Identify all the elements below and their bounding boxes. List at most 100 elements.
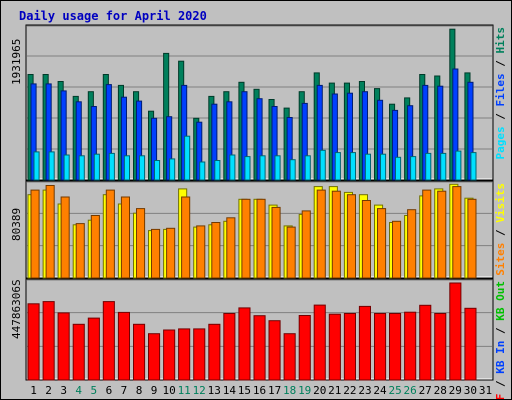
bar-sites-day-22 (346, 194, 356, 279)
bar-kbytes-day-8 (133, 323, 146, 381)
bar-sites-day-17 (271, 206, 281, 279)
bar-kbytes-day-24 (374, 313, 387, 381)
day-label-10: 10 (162, 384, 175, 397)
bar-kbytes-day-1 (27, 303, 40, 381)
bar-sites-day-19 (301, 210, 311, 279)
bar-pages-day-21 (334, 152, 341, 181)
day-label-4: 4 (75, 384, 82, 397)
max-label-visits: 80389 (10, 208, 23, 241)
bar-kbytes-day-26 (404, 311, 417, 381)
bar-pages-day-20 (319, 149, 326, 181)
legend-label-kbytes-0: KB F (494, 394, 507, 399)
legend-label-kbytes-3: / (494, 321, 507, 341)
max-label-kbytes: 44786306S (10, 279, 23, 339)
day-label-23: 23 (358, 384, 371, 397)
bar-sites-day-8 (136, 208, 146, 279)
bar-sites-day-26 (407, 209, 417, 279)
day-label-8: 8 (136, 384, 143, 397)
bar-sites-day-13 (211, 222, 221, 279)
legend-label-hits-files-pages-0: Pages (494, 126, 507, 159)
bar-pages-day-23 (364, 153, 371, 181)
bar-sites-day-29 (452, 186, 462, 279)
bar-sites-day-24 (377, 208, 387, 279)
bar-pages-day-24 (380, 153, 387, 181)
bar-sites-day-16 (256, 198, 266, 279)
bar-pages-day-18 (289, 159, 296, 181)
max-label-hits: 1931965 (10, 39, 23, 85)
bar-sites-day-10 (166, 227, 176, 279)
bar-kbytes-day-15 (238, 307, 251, 381)
bar-sites-day-15 (241, 198, 251, 279)
bar-sites-day-18 (286, 226, 296, 279)
bar-sites-day-27 (422, 189, 432, 279)
day-label-6: 6 (106, 384, 113, 397)
bar-kbytes-day-29 (449, 282, 462, 381)
day-label-30: 30 (464, 384, 477, 397)
legend-label-hits-files-pages-2: Files (494, 73, 507, 106)
legend-label-visits-sites-2: Visits (494, 183, 507, 223)
legend-kbytes: KB F / KB In / KB Out (494, 281, 507, 399)
day-label-12: 12 (193, 384, 206, 397)
bar-sites-day-30 (467, 198, 477, 279)
bar-sites-day-7 (120, 196, 131, 279)
bar-sites-day-20 (316, 189, 326, 279)
bar-sites-day-3 (60, 196, 70, 279)
legend-label-kbytes-1: / (494, 374, 507, 394)
day-label-29: 29 (449, 384, 462, 397)
bar-kbytes-day-7 (117, 311, 131, 381)
bar-kbytes-day-11 (178, 328, 191, 381)
bar-pages-day-4 (78, 155, 85, 181)
day-label-28: 28 (434, 384, 447, 397)
day-label-17: 17 (268, 384, 281, 397)
bar-pages-day-1 (33, 151, 40, 181)
bar-pages-day-17 (274, 155, 281, 181)
day-label-15: 15 (238, 384, 251, 397)
bar-sites-day-2 (45, 185, 55, 279)
bar-kbytes-day-4 (72, 323, 85, 381)
bar-pages-day-14 (229, 154, 236, 181)
bar-kbytes-day-23 (358, 305, 371, 381)
bar-pages-day-28 (440, 152, 447, 181)
bar-pages-day-27 (425, 152, 432, 181)
bar-pages-day-5 (93, 153, 100, 181)
bar-pages-day-2 (48, 151, 55, 181)
bar-sites-day-5 (90, 215, 100, 279)
bar-kbytes-day-14 (223, 313, 236, 381)
bar-sites-day-4 (75, 223, 85, 279)
bar-pages-day-25 (395, 156, 402, 181)
bar-kbytes-day-20 (313, 304, 326, 381)
bar-pages-day-9 (154, 160, 161, 181)
bar-kbytes-day-28 (434, 313, 447, 381)
bar-pages-day-3 (63, 154, 70, 181)
bar-sites-day-11 (181, 196, 191, 279)
day-label-9: 9 (151, 384, 158, 397)
bar-sites-day-25 (392, 220, 402, 279)
bar-sites-day-23 (361, 200, 371, 279)
legend-label-hits-files-pages-3: / (494, 54, 507, 74)
bar-pages-day-13 (214, 160, 221, 181)
day-label-7: 7 (121, 384, 128, 397)
bar-kbytes-day-2 (42, 301, 55, 381)
day-label-2: 2 (45, 384, 52, 397)
bar-kbytes-day-25 (389, 313, 402, 381)
bar-sites-day-14 (226, 217, 236, 279)
bar-kbytes-day-19 (298, 315, 311, 381)
bar-kbytes-day-10 (163, 329, 176, 381)
day-label-5: 5 (90, 384, 97, 397)
bar-pages-day-16 (259, 155, 266, 181)
day-label-1: 1 (30, 384, 37, 397)
bar-pages-day-30 (470, 152, 477, 181)
bar-pages-day-29 (455, 150, 462, 181)
day-label-25: 25 (388, 384, 401, 397)
bar-kbytes-day-13 (208, 323, 221, 381)
day-label-13: 13 (208, 384, 221, 397)
day-label-20: 20 (313, 384, 326, 397)
bar-pages-day-11 (184, 135, 191, 181)
bar-kbytes-day-5 (87, 317, 100, 381)
bar-pages-day-22 (349, 152, 356, 181)
day-label-27: 27 (419, 384, 432, 397)
legend-label-hits-files-pages-4: Hits (494, 27, 507, 54)
bar-sites-day-28 (437, 190, 447, 279)
bar-kbytes-day-18 (283, 333, 296, 381)
